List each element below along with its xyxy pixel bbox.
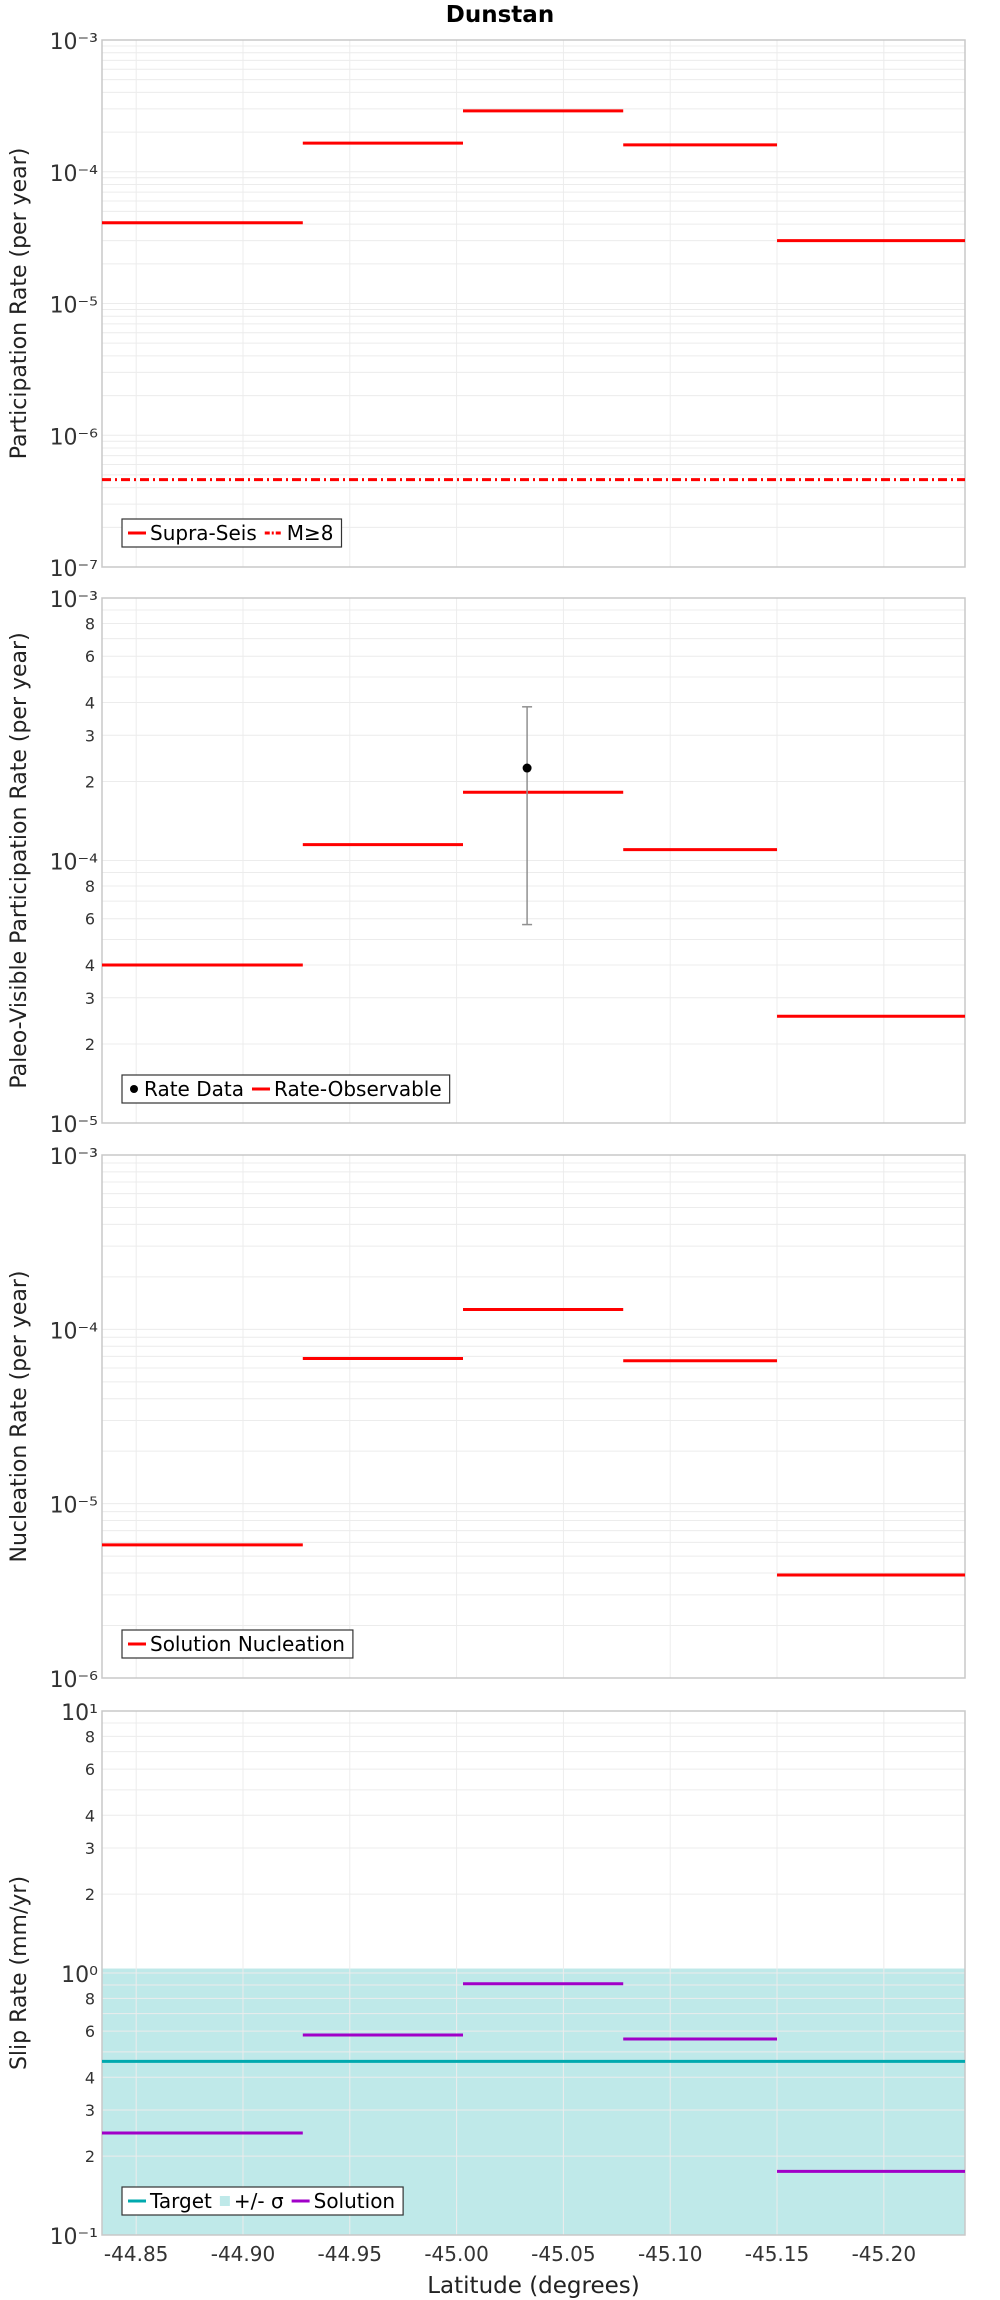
plot-frame <box>101 597 966 1124</box>
y-minor-tick-label: 4 <box>85 693 95 712</box>
series-solution-nucleation <box>102 1307 965 1577</box>
chart-panels: 10⁻⁷ 10⁻⁶ 10⁻⁵ 10⁻⁴ 10⁻³ Participation Rate (… <box>7 30 966 2299</box>
legend-band-swatch <box>219 2196 230 2206</box>
y-tick-label: 10⁻⁵ <box>50 1113 98 1138</box>
y-minor-tick-label: 6 <box>85 910 95 929</box>
x-tick-label: -44.95 <box>318 2242 382 2266</box>
legend-label: Solution <box>314 2189 395 2213</box>
legend: Solution Nucleation <box>121 1629 354 1659</box>
y-minor-tick-label: 3 <box>85 1839 95 1858</box>
y-minor-tick-label: 8 <box>85 1727 95 1746</box>
legend-label: Solution Nucleation <box>150 1632 345 1656</box>
y-minor-tick-label: 2 <box>85 772 95 791</box>
x-tick-label: -45.05 <box>531 2242 595 2266</box>
plot-frame <box>101 1154 966 1679</box>
chart-panel-1: 10⁻⁷ 10⁻⁶ 10⁻⁵ 10⁻⁴ 10⁻³ Participation Rate (… <box>7 30 966 582</box>
legend-label: Rate-Observable <box>274 1077 442 1101</box>
legend-label: Rate Data <box>144 1077 244 1101</box>
y-minor-tick-label: 4 <box>85 1806 95 1825</box>
rate-data-point <box>522 763 532 773</box>
y-tick-label: 10⁻³ <box>50 30 98 55</box>
y-axis-label: Paleo-Visible Participation Rate (per ye… <box>7 632 32 1088</box>
y-minor-tick-label: 3 <box>85 989 95 1008</box>
series-solution <box>102 1982 965 2173</box>
y-tick-label: 10⁻⁶ <box>50 425 99 450</box>
legend-box <box>121 2186 404 2216</box>
y-minor-tick-label: 6 <box>85 1760 95 1779</box>
chart-title: Dunstan <box>446 2 554 28</box>
y-tick-label: 10⁻⁵ <box>50 294 98 319</box>
y-minor-tick-label: 6 <box>85 647 95 666</box>
x-tick-label: -45.20 <box>852 2242 916 2266</box>
chart-panel-2: 10⁻⁵ 10⁻⁴ 10⁻³ 2 3 4 6 8 2 3 4 6 8 Paleo-Visible Part… <box>7 588 966 1138</box>
y-tick-label: 10⁻¹ <box>50 2225 98 2250</box>
y-minor-tick-label: 8 <box>85 614 95 633</box>
x-tick-label: -45.10 <box>638 2242 702 2266</box>
legend-box <box>121 518 343 548</box>
y-minor-tick-label: 2 <box>85 2147 95 2166</box>
y-minor-tick-label: 3 <box>85 2101 95 2120</box>
legend-label: +/- σ <box>234 2189 284 2213</box>
y-axis-label: Nucleation Rate (per year) <box>7 1271 32 1563</box>
y-tick-label: 10⁻⁴ <box>50 851 99 876</box>
y-minor-tick-label: 2 <box>85 1885 95 1904</box>
y-minor-tick-label: 4 <box>85 2068 95 2087</box>
y-minor-tick-label: 6 <box>85 2022 95 2041</box>
y-axis-label: Slip Rate (mm/yr) <box>7 1876 32 2070</box>
legend-box <box>121 1629 354 1659</box>
y-minor-tick-label: 8 <box>85 877 95 896</box>
y-tick-label: 10⁻⁶ <box>50 1668 99 1693</box>
y-minor-tick-label: 2 <box>85 1035 95 1054</box>
y-minor-tick-label: 3 <box>85 726 95 745</box>
y-tick-label: 10⁻⁴ <box>50 162 99 187</box>
plot-frame <box>101 1710 966 2236</box>
chart-panel-3: 10⁻⁶ 10⁻⁵ 10⁻⁴ 10⁻³ Nucleation Rate (per yea… <box>7 1145 966 1693</box>
legend-box <box>121 1074 451 1104</box>
legend: Target +/- σ Solution <box>121 2186 404 2216</box>
plot-frame <box>101 39 966 568</box>
legend-dot-marker <box>130 1085 138 1093</box>
chart-panel-4: 10⁻¹ 10⁰ 10¹ 2 3 4 6 8 2 3 4 6 8 Slip Rate (mm/yr) Tar… <box>7 1701 966 2250</box>
y-tick-label: 10⁻⁴ <box>50 1319 99 1344</box>
y-tick-label: 10¹ <box>61 1701 98 1726</box>
x-axis-label: Latitude (degrees) <box>427 2273 640 2299</box>
x-tick-label: -44.90 <box>211 2242 275 2266</box>
y-minor-tick-label: 4 <box>85 956 95 975</box>
y-tick-label: 10⁻³ <box>50 1145 98 1170</box>
y-tick-label: 10⁰ <box>61 1963 98 1988</box>
y-axis-label: Participation Rate (per year) <box>7 148 32 460</box>
series-rate-observable <box>102 790 965 1018</box>
y-minor-tick-label: 8 <box>85 1989 95 2008</box>
y-tick-label: 10⁻⁵ <box>50 1494 98 1519</box>
legend: Supra-Seis M≥8 <box>121 518 343 548</box>
x-tick-label: -45.00 <box>424 2242 488 2266</box>
legend-label: Target <box>149 2189 212 2213</box>
legend: Rate Data Rate-Observable <box>121 1074 451 1104</box>
legend-label: M≥8 <box>287 521 334 545</box>
legend-label: Supra-Seis <box>150 521 257 545</box>
x-tick-label: -44.85 <box>104 2242 168 2266</box>
y-tick-label: 10⁻⁷ <box>50 557 98 582</box>
y-tick-label: 10⁻³ <box>50 588 98 613</box>
x-tick-label: -45.15 <box>745 2242 809 2266</box>
series-supra-seis <box>102 109 965 243</box>
